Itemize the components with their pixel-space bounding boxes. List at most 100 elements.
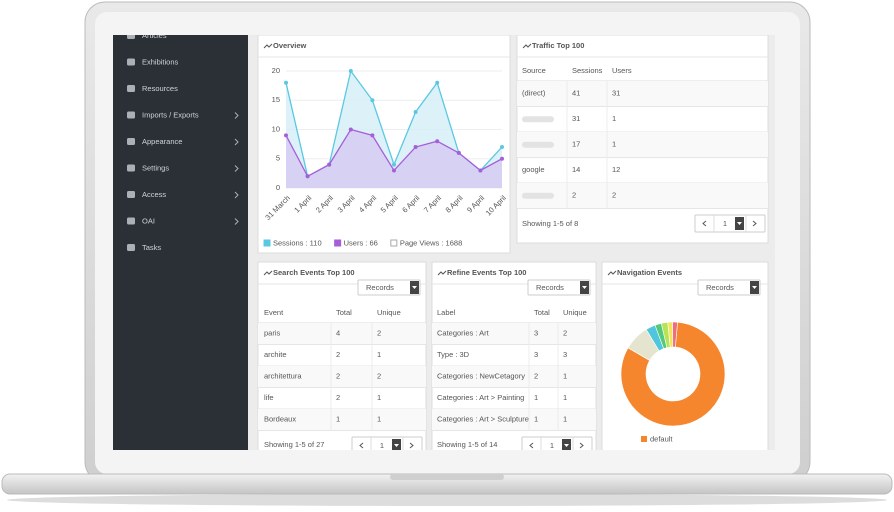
blurred-text [522,141,554,148]
pagination [694,214,766,233]
cell: 1 [377,415,381,424]
point [500,145,504,150]
menu-icon [127,58,135,66]
menu-icon [127,35,135,39]
cell: 1 [612,140,616,149]
select-arrow [412,286,417,289]
point [392,168,396,173]
column-header: Sessions [572,66,603,75]
menu-icon [127,244,135,251]
point [392,162,396,167]
cell: 1 [563,415,567,424]
point [305,174,310,179]
panel-icon [522,43,532,49]
page-arrow [737,222,742,225]
donut-segment [672,321,678,348]
pagination [351,436,423,450]
cell: 31 [612,89,620,98]
submenu-arrow [234,218,239,225]
legend-label: default [650,434,673,443]
records-select[interactable] [357,279,421,296]
menu-item[interactable]: Settings [142,163,169,172]
cell: 1 [534,415,538,424]
row-stripe [258,366,426,388]
menu-icon [127,217,135,225]
menu-item[interactable]: Appearance [142,137,182,146]
cell: 1 [534,393,538,402]
cell: 3 [534,329,538,338]
pagination [521,436,593,450]
page-arrow [564,444,569,447]
menu-item[interactable]: Imports / Exports [142,110,199,119]
cell: 2 [336,393,340,402]
cell: paris [264,329,281,338]
panel-title: Refine Events Top 100 [447,268,526,277]
blurred-text [522,116,554,123]
y-tick-label: 0 [276,183,280,192]
cell: 2 [377,372,381,381]
menu-icon [127,138,135,145]
next-page[interactable] [752,220,757,227]
cell: (direct) [522,89,546,98]
menu-item[interactable]: Exhibitions [142,57,179,66]
menu-icon [127,85,135,92]
row-stripe [517,132,768,158]
cell: Categories : Art [437,329,490,338]
cell: 1 [377,350,381,359]
row-stripe [432,323,596,345]
row-stripe [258,409,426,431]
prev-page[interactable] [359,442,364,449]
cell: 1 [563,393,567,402]
point [348,127,353,132]
submenu-arrow [234,112,239,119]
next-page[interactable] [579,442,584,449]
legend-label: Sessions : 110 [273,238,322,247]
prev-page[interactable] [702,220,707,227]
menu-item[interactable]: Resources [142,84,178,93]
cell: 3 [534,350,538,359]
panel-title: Overview [273,41,307,50]
page-number: 1 [550,441,554,450]
select-label: Records [536,283,564,292]
menu-item[interactable]: Tasks [142,243,161,252]
donut-segment [620,321,726,427]
select-label: Records [366,283,394,292]
legend-swatch[interactable] [390,239,398,247]
cell: Categories : NewCetagory [437,372,525,381]
column-header: Unique [563,308,587,317]
sidebar [113,35,248,450]
panel-icon [263,43,273,49]
column-header: Users [612,66,632,75]
point [370,133,375,138]
base-notch [390,474,504,480]
menu-item[interactable]: Access [142,190,166,199]
cell: 2 [572,191,576,200]
panel-icon [607,270,617,276]
legend-swatch[interactable] [334,239,342,247]
legend-swatch[interactable] [263,239,271,247]
point [456,150,461,155]
point [413,145,418,150]
cell: 1 [612,114,616,123]
cell: Categories : Art > Sculpture [437,415,529,424]
row-stripe [517,81,768,107]
area [286,129,502,188]
menu-item[interactable]: Articles [142,31,167,40]
cell: archite [264,350,287,359]
menu-item[interactable]: OAI [142,216,155,225]
screen: Articles Exhibitions Resources Imports / Ex… [113,31,775,450]
point [348,69,353,73]
records-select[interactable] [527,279,591,296]
row-stripe [432,409,596,431]
panel-title: Search Events Top 100 [273,268,355,277]
point [327,162,332,167]
records-select[interactable] [697,279,761,296]
table-footer: Showing 1-5 of 8 [522,219,578,228]
row-stripe [432,366,596,388]
point [284,80,288,85]
cell: 14 [572,165,580,174]
y-tick-label: 5 [276,154,280,163]
next-page[interactable] [409,442,414,449]
prev-page[interactable] [529,442,534,449]
column-header: Event [264,308,284,317]
